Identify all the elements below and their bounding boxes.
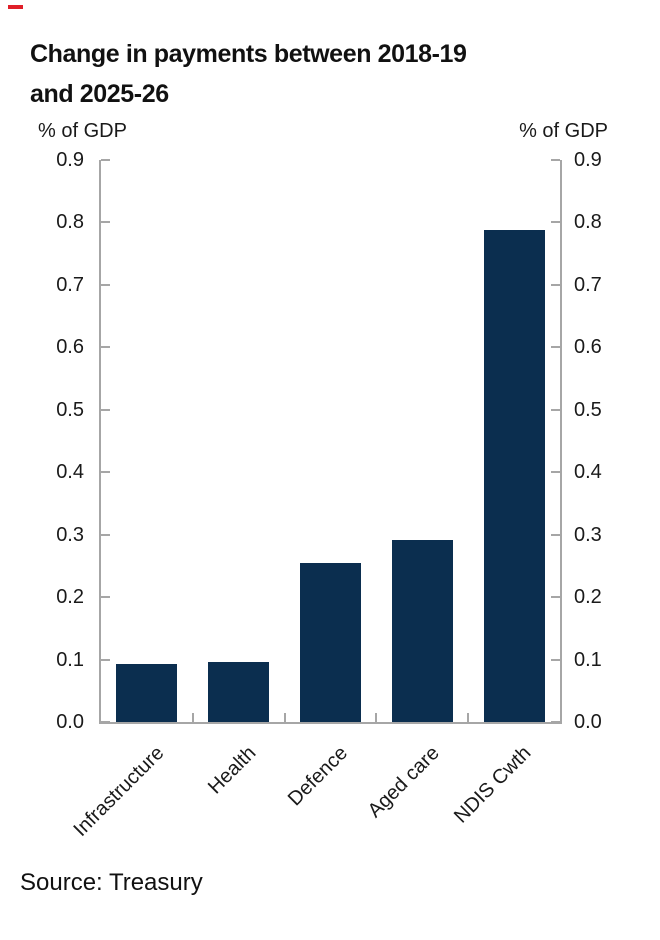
y-axis-tick-left	[101, 346, 110, 349]
plot-area	[99, 159, 562, 724]
x-axis-tick	[467, 713, 470, 722]
y-axis-tick-right	[551, 721, 560, 723]
x-axis-tick	[191, 713, 194, 722]
y-axis-tick-right	[551, 346, 560, 349]
y-tick-label-right-0.9: 0.9	[574, 149, 602, 171]
x-tick-label-health: Health	[203, 742, 261, 799]
y-axis-tick-right	[551, 283, 560, 286]
y-axis-tick-right	[551, 596, 560, 599]
y-axis-tick-left	[101, 471, 110, 474]
y-tick-label-right-0.5: 0.5	[574, 398, 602, 421]
y-axis-tick-left	[101, 408, 110, 411]
y-axis-tick-right	[551, 533, 560, 536]
bar-defence	[300, 563, 361, 722]
y-axis-tick-left	[101, 533, 110, 536]
axis-unit-right: % of GDP	[519, 120, 608, 142]
y-axis-tick-right	[551, 471, 560, 474]
page-title: Change in payments between 2018-19 and 2…	[30, 34, 467, 114]
y-tick-label-left-0.8: 0.8	[56, 211, 84, 234]
y-tick-label-right-0.4: 0.4	[574, 461, 602, 484]
y-tick-label-right-0.0: 0.0	[574, 711, 602, 733]
y-axis-tick-left	[101, 596, 110, 599]
y-axis-tick-right	[551, 408, 560, 411]
y-tick-label-left-0.6: 0.6	[56, 336, 84, 359]
x-tick-label-aged-care: Aged care	[363, 742, 444, 823]
source-note: Source: Treasury	[20, 869, 203, 896]
y-axis-tick-left	[101, 159, 110, 161]
bar-health	[208, 662, 270, 722]
x-axis-tick	[375, 713, 378, 722]
page-title-line1: Change in payments between 2018-19	[30, 40, 467, 68]
x-tick-label-ndis-cwth: NDIS Cwth	[450, 742, 536, 828]
bar-infrastructure	[116, 663, 178, 722]
y-axis-tick-right	[551, 159, 560, 161]
y-tick-label-left-0.9: 0.9	[56, 149, 84, 171]
page-title-line2: and 2025-26	[30, 80, 169, 108]
y-axis-tick-right	[551, 221, 560, 224]
y-axis-tick-left	[101, 283, 110, 286]
y-tick-label-left-0.3: 0.3	[56, 523, 84, 546]
x-tick-label-defence: Defence	[283, 742, 353, 811]
y-tick-label-left-0.4: 0.4	[56, 461, 84, 484]
bar-ndis-cwth	[483, 229, 545, 722]
y-tick-label-right-0.1: 0.1	[574, 648, 602, 671]
y-tick-label-right-0.8: 0.8	[574, 211, 602, 234]
y-axis-tick-left	[101, 658, 110, 661]
y-axis-tick-left	[101, 221, 110, 224]
bar-aged-care	[391, 540, 453, 722]
y-axis-tick-right	[551, 658, 560, 661]
y-tick-label-right-0.2: 0.2	[574, 586, 602, 609]
y-tick-label-right-0.6: 0.6	[574, 336, 602, 359]
x-tick-label-infrastructure: Infrastructure	[69, 742, 169, 841]
x-axis-tick	[283, 713, 286, 722]
y-tick-label-left-0.0: 0.0	[56, 711, 84, 733]
red-accent-dash	[8, 5, 23, 9]
y-tick-label-left-0.5: 0.5	[56, 398, 84, 421]
y-axis-tick-left	[101, 721, 110, 723]
y-tick-label-right-0.7: 0.7	[574, 273, 602, 296]
axis-unit-left: % of GDP	[38, 120, 127, 142]
y-tick-label-left-0.2: 0.2	[56, 586, 84, 609]
y-tick-label-right-0.3: 0.3	[574, 523, 602, 546]
y-tick-label-left-0.1: 0.1	[56, 648, 84, 671]
y-tick-label-left-0.7: 0.7	[56, 273, 84, 296]
